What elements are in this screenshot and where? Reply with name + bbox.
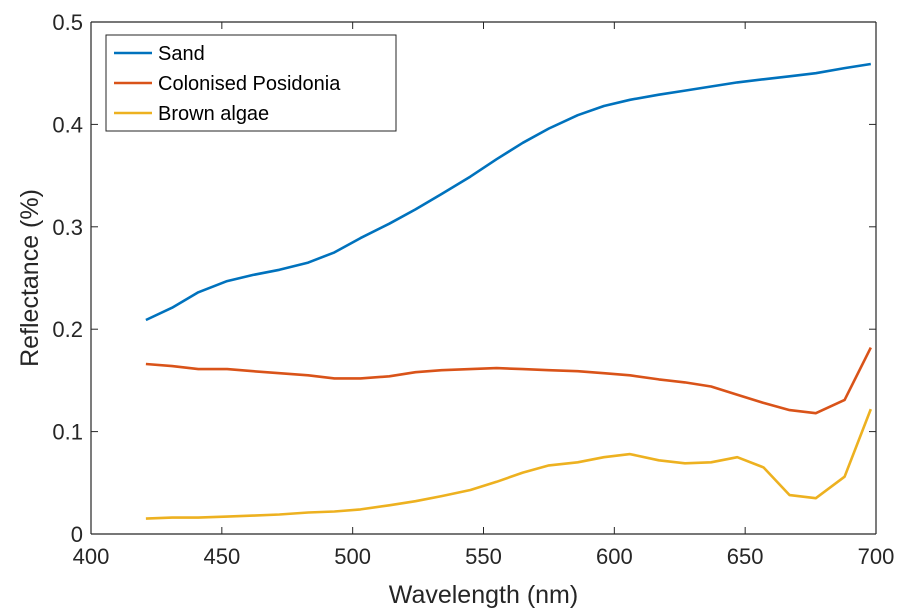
x-tick-label: 400 <box>73 544 110 569</box>
series-line-colonised-posidonia <box>145 347 872 415</box>
y-tick-label: 0 <box>71 522 83 547</box>
legend-label: Colonised Posidonia <box>158 73 341 95</box>
x-tick-label: 650 <box>727 544 764 569</box>
y-tick-label: 0.5 <box>52 10 83 35</box>
x-axis-label: Wavelength (nm) <box>389 581 578 609</box>
y-tick-label: 0.3 <box>52 215 83 240</box>
x-tick-label: 550 <box>465 544 502 569</box>
legend-label: Sand <box>158 43 205 65</box>
x-tick-label: 450 <box>203 544 240 569</box>
ticks: 400 450 500 550 600 650 700 0 0.1 0.2 0.3 0.4 0.5 <box>52 10 894 569</box>
y-axis-label: Reflectance (%) <box>16 189 44 367</box>
x-tick-label: 600 <box>596 544 633 569</box>
x-tick-label: 700 <box>858 544 895 569</box>
series-line-brown-algae <box>145 408 873 520</box>
y-tick-label: 0.4 <box>52 112 83 137</box>
y-tick-label: 0.2 <box>52 317 83 342</box>
y-tick-label: 0.1 <box>52 420 83 445</box>
legend: Sand Colonised Posidonia Brown algae <box>105 34 397 132</box>
series-layer <box>145 62 873 520</box>
series-line-sand <box>145 62 872 322</box>
legend-label: Brown algae <box>158 103 269 125</box>
legend-box <box>105 34 397 132</box>
x-tick-label: 500 <box>334 544 371 569</box>
